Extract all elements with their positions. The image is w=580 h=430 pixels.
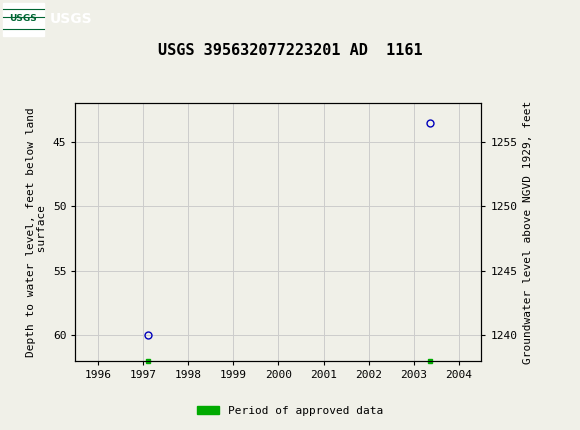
Y-axis label: Groundwater level above NGVD 1929, feet: Groundwater level above NGVD 1929, feet: [523, 101, 533, 364]
Text: USGS: USGS: [49, 12, 92, 26]
Text: USGS: USGS: [9, 14, 37, 23]
Text: USGS 395632077223201 AD  1161: USGS 395632077223201 AD 1161: [158, 43, 422, 58]
Legend: Period of approved data: Period of approved data: [193, 401, 387, 420]
Y-axis label: Depth to water level, feet below land
 surface: Depth to water level, feet below land su…: [26, 108, 48, 357]
Bar: [3, 3, 43, 36]
